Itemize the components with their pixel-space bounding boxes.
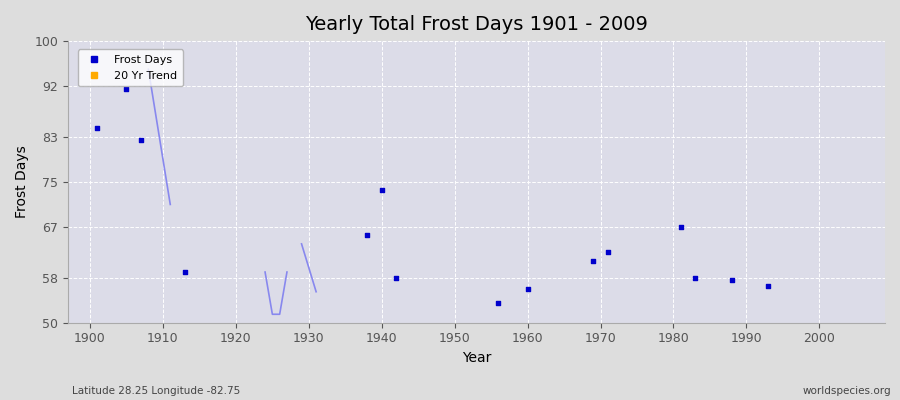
Text: Latitude 28.25 Longitude -82.75: Latitude 28.25 Longitude -82.75 — [72, 386, 240, 396]
Point — [120, 86, 134, 92]
Point — [389, 274, 403, 281]
Legend: Frost Days, 20 Yr Trend: Frost Days, 20 Yr Trend — [77, 50, 183, 86]
Point — [177, 269, 192, 275]
Point — [90, 125, 104, 132]
Point — [134, 136, 148, 143]
Y-axis label: Frost Days: Frost Days — [15, 146, 29, 218]
Point — [600, 249, 615, 256]
Point — [688, 274, 703, 281]
Title: Yearly Total Frost Days 1901 - 2009: Yearly Total Frost Days 1901 - 2009 — [305, 15, 648, 34]
Point — [374, 187, 389, 194]
Point — [761, 283, 776, 289]
Point — [673, 224, 688, 230]
Point — [586, 258, 600, 264]
Point — [724, 277, 739, 284]
Text: worldspecies.org: worldspecies.org — [803, 386, 891, 396]
Point — [491, 300, 506, 306]
Point — [360, 232, 374, 239]
Point — [520, 286, 535, 292]
X-axis label: Year: Year — [462, 351, 491, 365]
